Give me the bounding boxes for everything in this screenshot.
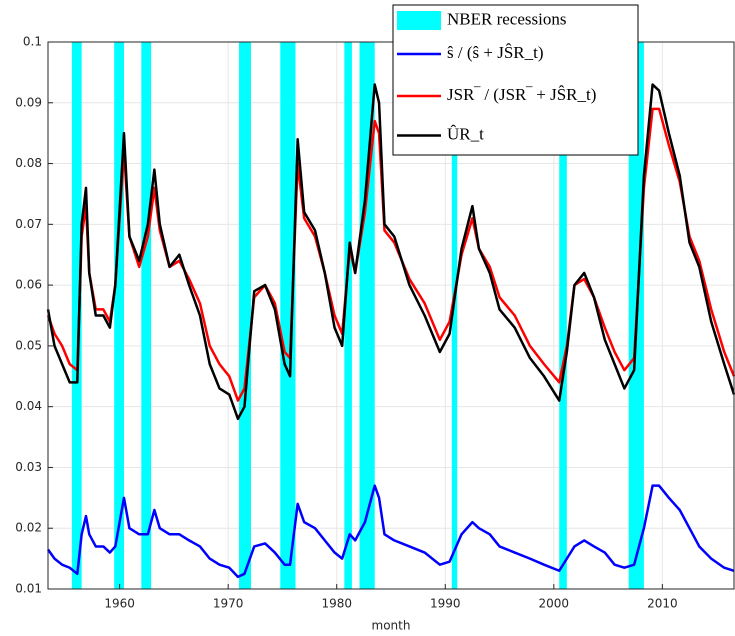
- y-tick-label: 0.09: [15, 95, 42, 109]
- recession-band: [141, 42, 152, 589]
- recession-band: [114, 42, 124, 589]
- legend-label: NBER recessions: [447, 9, 566, 28]
- recession-band: [359, 42, 375, 589]
- y-tick-label: 0.06: [15, 278, 42, 292]
- y-tick-label: 0.03: [15, 460, 42, 474]
- y-tick-label: 0.07: [15, 217, 42, 231]
- recession-band: [71, 42, 82, 589]
- x-tick-label: 2010: [647, 597, 678, 611]
- series-line: [46, 484, 735, 579]
- recession-band: [344, 42, 352, 589]
- recession-band: [280, 42, 296, 589]
- x-tick-label: 2000: [539, 597, 570, 611]
- y-tick-label: 0.02: [15, 521, 42, 535]
- y-tick-label: 0.08: [15, 156, 42, 170]
- legend-label: ÛR_t: [447, 124, 484, 143]
- recession-band: [239, 42, 251, 589]
- x-tick-label: 1980: [321, 597, 352, 611]
- series-line: [46, 83, 735, 421]
- recession-band: [559, 42, 567, 589]
- legend: NBER recessions ŝ / (ŝ + JŜR_t) JSR‾ / (JS…: [392, 4, 639, 156]
- y-tick-label: 0.1: [23, 35, 42, 49]
- x-tick-label: 1990: [430, 597, 461, 611]
- y-tick-label: 0.01: [15, 582, 42, 596]
- axes-box: [47, 41, 735, 590]
- legend-label: ŝ / (ŝ + JŜR_t): [447, 43, 544, 62]
- recession-band: [451, 42, 458, 589]
- legend-label: JSR‾ / (JSR‾ + JŜR_t): [447, 85, 596, 104]
- x-tick-label: 1970: [213, 597, 244, 611]
- x-tick-label: 1960: [104, 597, 135, 611]
- y-tick-label: 0.04: [15, 399, 42, 413]
- x-axis-label: month: [372, 619, 411, 633]
- legend-swatch: [397, 11, 441, 30]
- y-tick-label: 0.05: [15, 338, 42, 352]
